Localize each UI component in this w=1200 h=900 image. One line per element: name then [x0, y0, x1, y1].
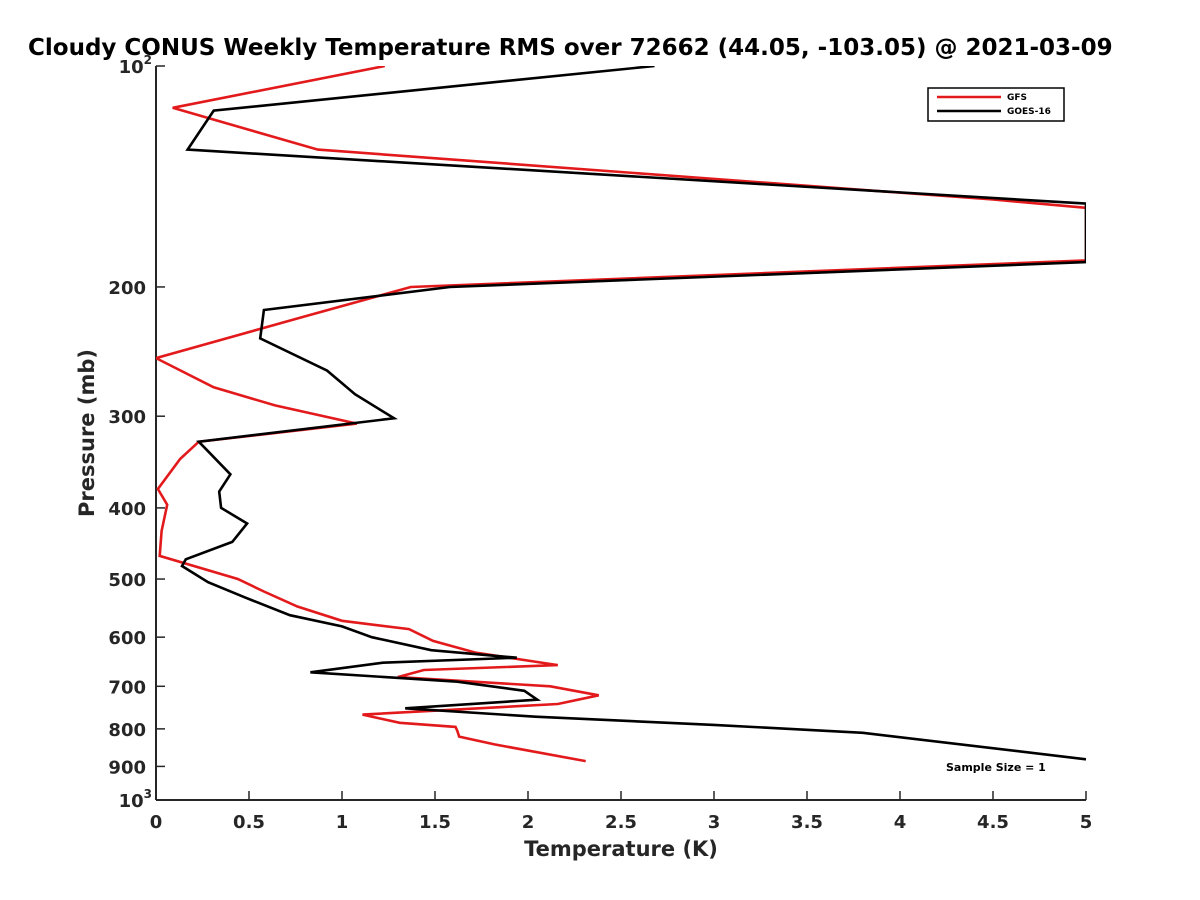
x-tick-label: 5 — [1080, 812, 1093, 833]
legend-label-gfs: GFS — [1007, 93, 1027, 103]
y-tick-label: 700 — [108, 677, 146, 698]
x-tick-label: 4.5 — [977, 812, 1009, 833]
x-tick-label: 0 — [150, 812, 163, 833]
x-tick-label: 3 — [708, 812, 721, 833]
y-tick-label: 900 — [108, 757, 146, 778]
series-line-gfs — [156, 66, 1086, 763]
x-tick-label: 2.5 — [605, 812, 637, 833]
x-ticks: 0 0.5 1 1.5 2 2.5 3 3.5 4 4.5 5 — [150, 791, 1093, 833]
x-tick-label: 1.5 — [419, 812, 451, 833]
y-tick-label: 300 — [108, 407, 146, 428]
legend: GFS GOES-16 — [927, 87, 1065, 122]
x-axis-label: Temperature (K) — [524, 837, 718, 861]
y-tick-label: 400 — [108, 499, 146, 520]
x-tick-label: 0.5 — [233, 812, 265, 833]
y-tick-label: 800 — [108, 720, 146, 741]
legend-label-goes16: GOES-16 — [1007, 107, 1051, 117]
sample-size-annotation: Sample Size = 1 — [946, 761, 1046, 774]
x-tick-label: 4 — [894, 812, 907, 833]
y-tick-label: 500 — [108, 570, 146, 591]
x-tick-label: 2 — [522, 812, 535, 833]
x-tick-label: 3.5 — [791, 812, 823, 833]
y-axis-label: Pressure (mb) — [75, 349, 99, 517]
y-tick-label: 200 — [108, 278, 146, 299]
x-tick-label: 1 — [336, 812, 349, 833]
legend-box — [927, 87, 1065, 122]
series-lines — [156, 66, 1086, 763]
plot-area: 102 200 300 400 500 600 700 800 900 103 0 0.5 1 1.5 2… — [108, 53, 1092, 833]
chart-title: Cloudy CONUS Weekly Temperature RMS over… — [28, 35, 1113, 61]
y-tick-label: 103 — [119, 787, 152, 812]
y-tick-label: 600 — [108, 628, 146, 649]
series-line-goes16 — [180, 66, 1086, 761]
y-ticks: 102 200 300 400 500 600 700 800 900 103 — [108, 53, 165, 812]
y-tick-label: 102 — [119, 53, 152, 78]
